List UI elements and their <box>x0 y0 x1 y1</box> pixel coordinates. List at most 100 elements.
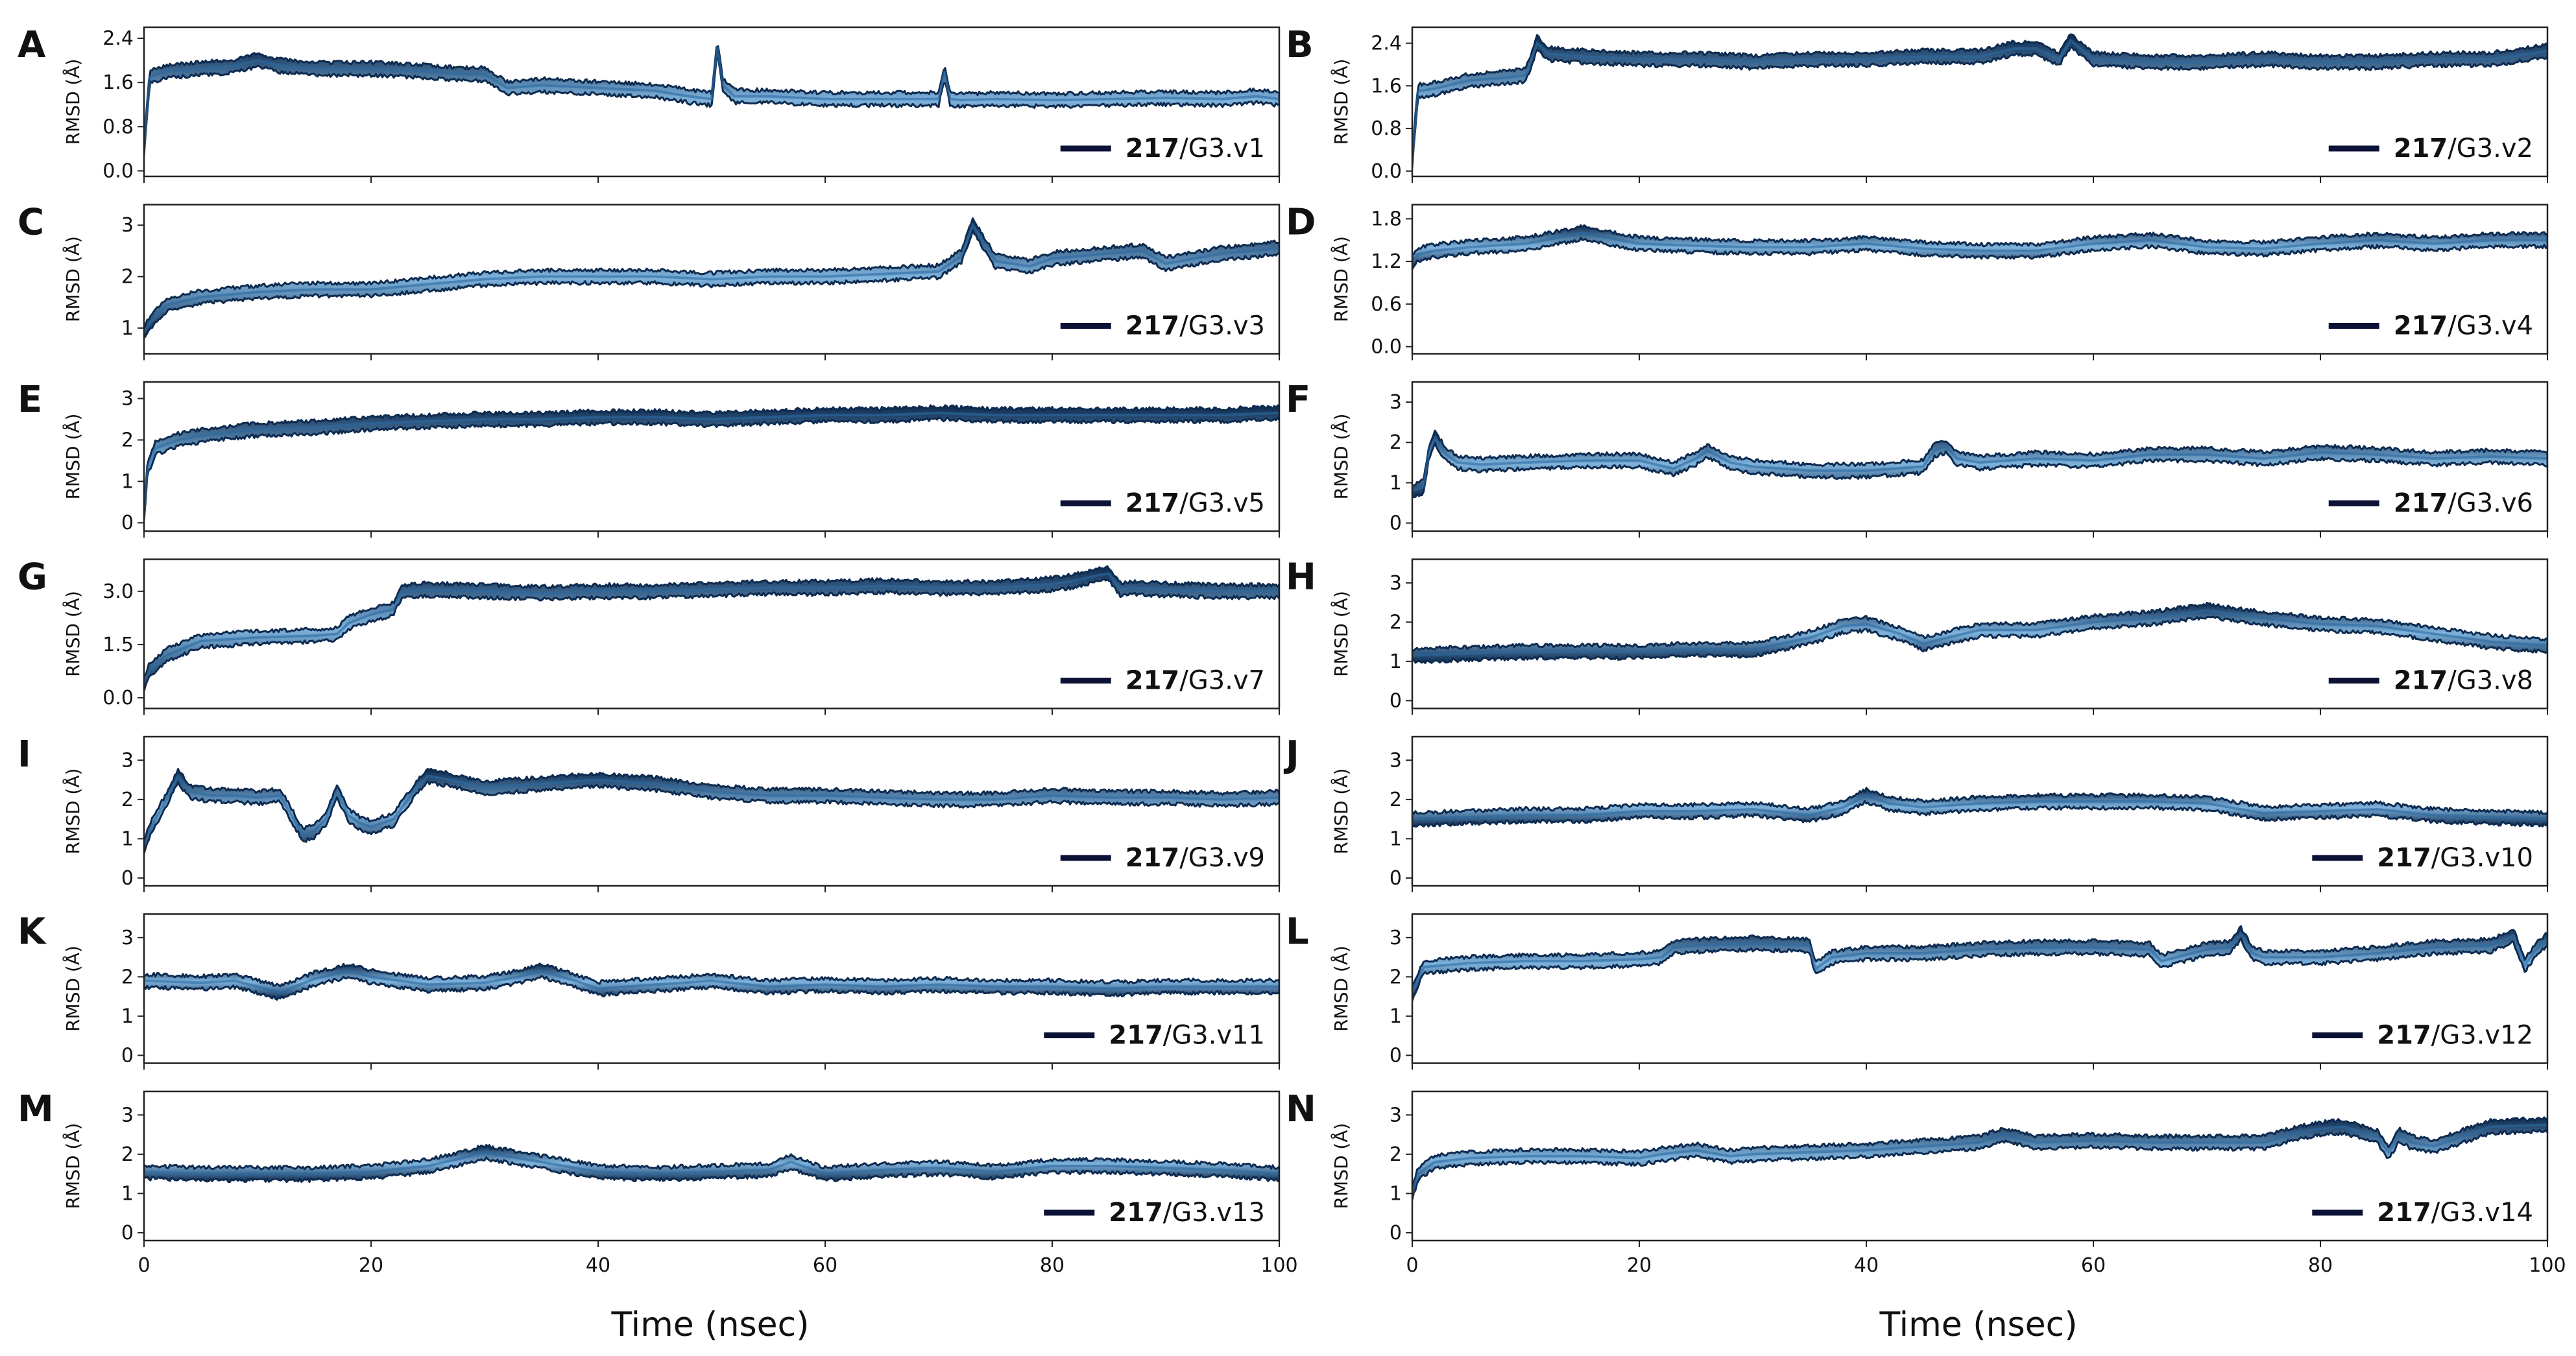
y-tick-label: 1 <box>121 827 134 850</box>
y-tick-label: 2 <box>121 1143 134 1166</box>
panel-letter: E <box>18 379 42 421</box>
rmsd-band <box>1412 601 2547 664</box>
legend-label: 217/G3.v3 <box>1125 311 1265 341</box>
y-tick-label: 2 <box>1390 611 1402 634</box>
panel-grid: A 0.0 0.8 1.6 2.4 RMSD (Å) 217/G3.v1 B 0.0 0.8 1.6… <box>18 24 2566 1277</box>
legend-variant: /G3.v8 <box>2448 666 2533 696</box>
y-tick-label: 2 <box>121 966 134 988</box>
rmsd-line <box>144 969 1279 994</box>
rmsd-band <box>1412 429 2547 499</box>
rmsd-line <box>144 222 1279 334</box>
rmsd-band <box>1412 925 2547 1002</box>
legend-label: 217/G3.v8 <box>2394 666 2533 696</box>
plot-frame <box>1411 204 2549 355</box>
rmsd-line <box>144 1150 1279 1176</box>
x-tick-label: 100 <box>2529 1254 2566 1277</box>
legend-label: 217/G3.v2 <box>2394 134 2533 163</box>
legend: 217/G3.v14 <box>2312 1198 2533 1228</box>
y-tick-label: 1.5 <box>102 634 134 656</box>
legend-compound: 217 <box>1125 843 1180 873</box>
plot-frame <box>143 381 1281 532</box>
y-axis-label: RMSD (Å) <box>1330 59 1352 145</box>
y-axis-label: RMSD (Å) <box>1330 768 1352 855</box>
rmsd-series <box>144 1144 1279 1184</box>
legend-variant: /G3.v14 <box>2431 1198 2533 1228</box>
legend-compound: 217 <box>2377 1021 2431 1051</box>
rmsd-line <box>144 411 1279 515</box>
y-tick-label: 0 <box>121 1044 134 1067</box>
panel-i: I 0 1 2 3 RMSD (Å) 217/G3.v9 <box>18 733 1281 892</box>
y-axis-label: RMSD (Å) <box>62 768 84 855</box>
plot-frame <box>143 558 1281 709</box>
rmsd-series <box>144 45 1279 157</box>
rmsd-line <box>1412 232 2547 263</box>
plot-frame <box>1411 26 2549 178</box>
legend: 217/G3.v13 <box>1044 1198 1265 1228</box>
y-tick-label: 1 <box>1390 827 1402 850</box>
y-tick-label: 2 <box>121 266 134 289</box>
y-tick-label: 2 <box>1390 966 1402 988</box>
panel-b: B 0.0 0.8 1.6 2.4 RMSD (Å) 217/G3.v2 <box>1286 24 2549 183</box>
rmsd-band <box>1412 224 2547 270</box>
rmsd-band <box>1412 787 2547 828</box>
rmsd-band <box>144 1144 1279 1184</box>
panel-letter: J <box>1283 733 1299 776</box>
y-tick-label: 1 <box>121 470 134 493</box>
y-tick-label: 3 <box>121 927 134 949</box>
panel-letter: H <box>1286 556 1316 599</box>
y-tick-label: 2 <box>1390 789 1402 811</box>
legend: 217/G3.v11 <box>1044 1021 1265 1051</box>
rmsd-line <box>1412 609 2547 657</box>
legend: 217/G3.v5 <box>1060 488 1265 518</box>
panel-n: N 0 1 2 3 RMSD (Å) 0 20 40 60 80 100 217/G3.v14 <box>1286 1088 2566 1277</box>
legend-label: 217/G3.v5 <box>1125 488 1265 518</box>
y-tick-label: 0 <box>1390 867 1402 890</box>
y-axis-label: RMSD (Å) <box>62 236 84 322</box>
y-tick-label: 0.0 <box>1371 160 1402 183</box>
y-tick-label: 0.0 <box>1371 336 1402 359</box>
panel-letter: N <box>1286 1088 1316 1130</box>
rmsd-band <box>1412 1116 2547 1201</box>
legend-compound: 217 <box>1109 1021 1163 1051</box>
panel-letter: L <box>1286 911 1309 953</box>
rmsd-series <box>1412 429 2547 499</box>
rmsd-series <box>1412 925 2547 1002</box>
y-axis-label: RMSD (Å) <box>1330 1123 1352 1209</box>
legend-compound: 217 <box>2394 666 2448 696</box>
rmsd-line <box>1412 794 2547 821</box>
y-tick-label: 3 <box>121 388 134 410</box>
plot-frame <box>143 913 1281 1064</box>
rmsd-band <box>1412 33 2547 169</box>
x-tick-label: 100 <box>1260 1254 1297 1277</box>
y-tick-label: 0.0 <box>102 160 134 182</box>
y-axis-label: RMSD (Å) <box>1330 946 1352 1032</box>
rmsd-band <box>144 768 1279 855</box>
legend-compound: 217 <box>2377 1198 2431 1228</box>
panel-c: C 1 2 3 RMSD (Å) 217/G3.v3 <box>18 202 1281 361</box>
rmsd-series <box>144 404 1279 521</box>
panel-letter: G <box>18 556 47 599</box>
legend: 217/G3.v3 <box>1060 311 1265 341</box>
y-tick-label: 0 <box>121 1222 134 1244</box>
y-tick-label: 2 <box>121 789 134 811</box>
rmsd-line <box>144 773 1279 848</box>
y-tick-label: 2.4 <box>102 27 134 50</box>
panel-letter: F <box>1286 379 1310 421</box>
y-tick-label: 1 <box>1390 1182 1402 1205</box>
rmsd-series <box>1412 1116 2547 1201</box>
panel-letter: M <box>18 1088 54 1130</box>
panel-l: L 0 1 2 3 RMSD (Å) 217/G3.v12 <box>1286 911 2549 1070</box>
y-tick-label: 0.6 <box>1371 293 1402 316</box>
legend: 217/G3.v8 <box>2328 666 2533 696</box>
x-tick-label: 20 <box>359 1254 383 1277</box>
panel-k: K 0 1 2 3 RMSD (Å) 217/G3.v11 <box>18 911 1281 1070</box>
rmsd-series <box>144 962 1279 1001</box>
legend-label: 217/G3.v1 <box>1125 134 1265 163</box>
x-tick-label: 40 <box>1854 1254 1879 1277</box>
legend-compound: 217 <box>1125 311 1180 341</box>
legend-label: 217/G3.v10 <box>2377 843 2533 873</box>
y-tick-label: 1.6 <box>1371 75 1402 97</box>
y-axis-label: RMSD (Å) <box>62 1123 84 1209</box>
y-tick-label: 1.6 <box>102 71 134 94</box>
panel-letter: D <box>1286 202 1316 244</box>
